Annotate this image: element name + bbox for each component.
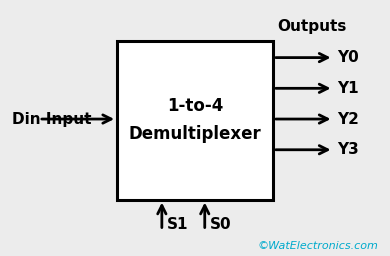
Text: Demultiplexer: Demultiplexer xyxy=(129,125,261,143)
Text: S0: S0 xyxy=(209,217,231,232)
Text: Y2: Y2 xyxy=(337,112,359,126)
Text: S1: S1 xyxy=(167,217,188,232)
Bar xyxy=(117,41,273,200)
Text: ©WatElectronics.com: ©WatElectronics.com xyxy=(257,241,378,251)
Text: Din Input: Din Input xyxy=(12,112,91,126)
Text: Y1: Y1 xyxy=(337,81,359,96)
Text: 1-to-4: 1-to-4 xyxy=(167,97,223,115)
Text: Y0: Y0 xyxy=(337,50,359,65)
Text: Y3: Y3 xyxy=(337,142,359,157)
Text: Outputs: Outputs xyxy=(277,19,347,34)
